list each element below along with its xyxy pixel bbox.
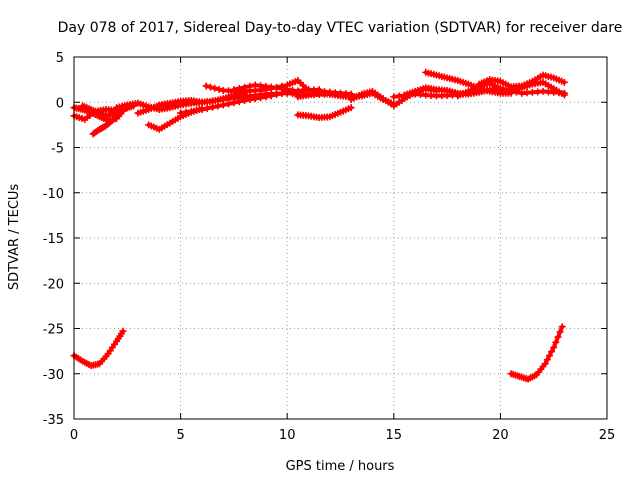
data-point [558, 323, 566, 331]
chart-title: Day 078 of 2017, Sidereal Day-to-day VTE… [58, 20, 623, 36]
data-point [246, 82, 254, 90]
y-tick-label: 5 [56, 51, 64, 66]
data-point [211, 84, 219, 92]
data-point [235, 84, 243, 92]
data-point [215, 85, 223, 93]
data-point [548, 348, 556, 356]
series-arc-s [475, 71, 568, 91]
y-tick-label: -15 [43, 232, 64, 247]
data-point [187, 107, 195, 115]
data-point [202, 82, 210, 90]
y-axis-label: SDTVAR / TECUs [7, 184, 22, 291]
data-point [560, 78, 568, 86]
series-arc-m [294, 104, 355, 122]
data-point [251, 95, 259, 103]
series-arc-t [70, 327, 127, 370]
series-arc-d [79, 102, 121, 120]
y-tick-label: -30 [43, 368, 64, 383]
x-tick-label: 15 [386, 428, 403, 443]
data-point [235, 98, 243, 106]
data-point [560, 91, 568, 99]
data-point [347, 104, 355, 112]
data-point [257, 94, 265, 102]
data-point [543, 356, 551, 364]
data-point [230, 99, 238, 107]
data-point [225, 100, 233, 108]
x-tick-label: 0 [70, 428, 78, 443]
data-point [289, 86, 297, 94]
y-tick-label: -25 [43, 323, 64, 338]
data-point [554, 333, 562, 341]
data-point [262, 93, 270, 101]
data-point [246, 96, 254, 104]
x-tick-label: 20 [492, 428, 509, 443]
x-tick-label: 10 [279, 428, 296, 443]
data-point [273, 91, 281, 99]
data-point [545, 352, 553, 360]
series-arc-q [422, 68, 515, 97]
data-point [267, 92, 275, 100]
x-tick-label: 5 [176, 428, 184, 443]
data-point [241, 83, 249, 91]
data-point [230, 86, 238, 94]
y-tick-label: -35 [43, 413, 64, 428]
data-point [177, 109, 185, 117]
data-point [541, 360, 549, 368]
series-layer [70, 68, 568, 383]
y-tick-label: -10 [43, 187, 64, 202]
data-point [182, 108, 190, 116]
y-tick-label: -5 [51, 142, 64, 157]
data-point [273, 84, 281, 92]
x-axis-label: GPS time / hours [286, 459, 395, 474]
data-point [119, 327, 127, 335]
tick-layer: 0 5 10 15 20 25 -35 -30 -25 -20 -15 -10 -5 0 5 [43, 51, 616, 443]
data-point [283, 86, 291, 94]
data-point [219, 101, 227, 109]
data-point [209, 103, 217, 111]
y-tick-label: 0 [56, 96, 64, 111]
data-point [552, 338, 560, 346]
data-point [241, 96, 249, 104]
series-arc-u [507, 323, 566, 383]
data-point [206, 83, 214, 91]
y-tick-label: -20 [43, 277, 64, 292]
x-tick-label: 25 [599, 428, 616, 443]
data-point [214, 102, 222, 110]
series-arc-k [230, 81, 323, 95]
data-point [198, 105, 206, 113]
data-point [193, 106, 201, 114]
data-point [203, 104, 211, 112]
data-point [278, 85, 286, 93]
data-point [550, 344, 558, 352]
data-point [556, 328, 564, 336]
